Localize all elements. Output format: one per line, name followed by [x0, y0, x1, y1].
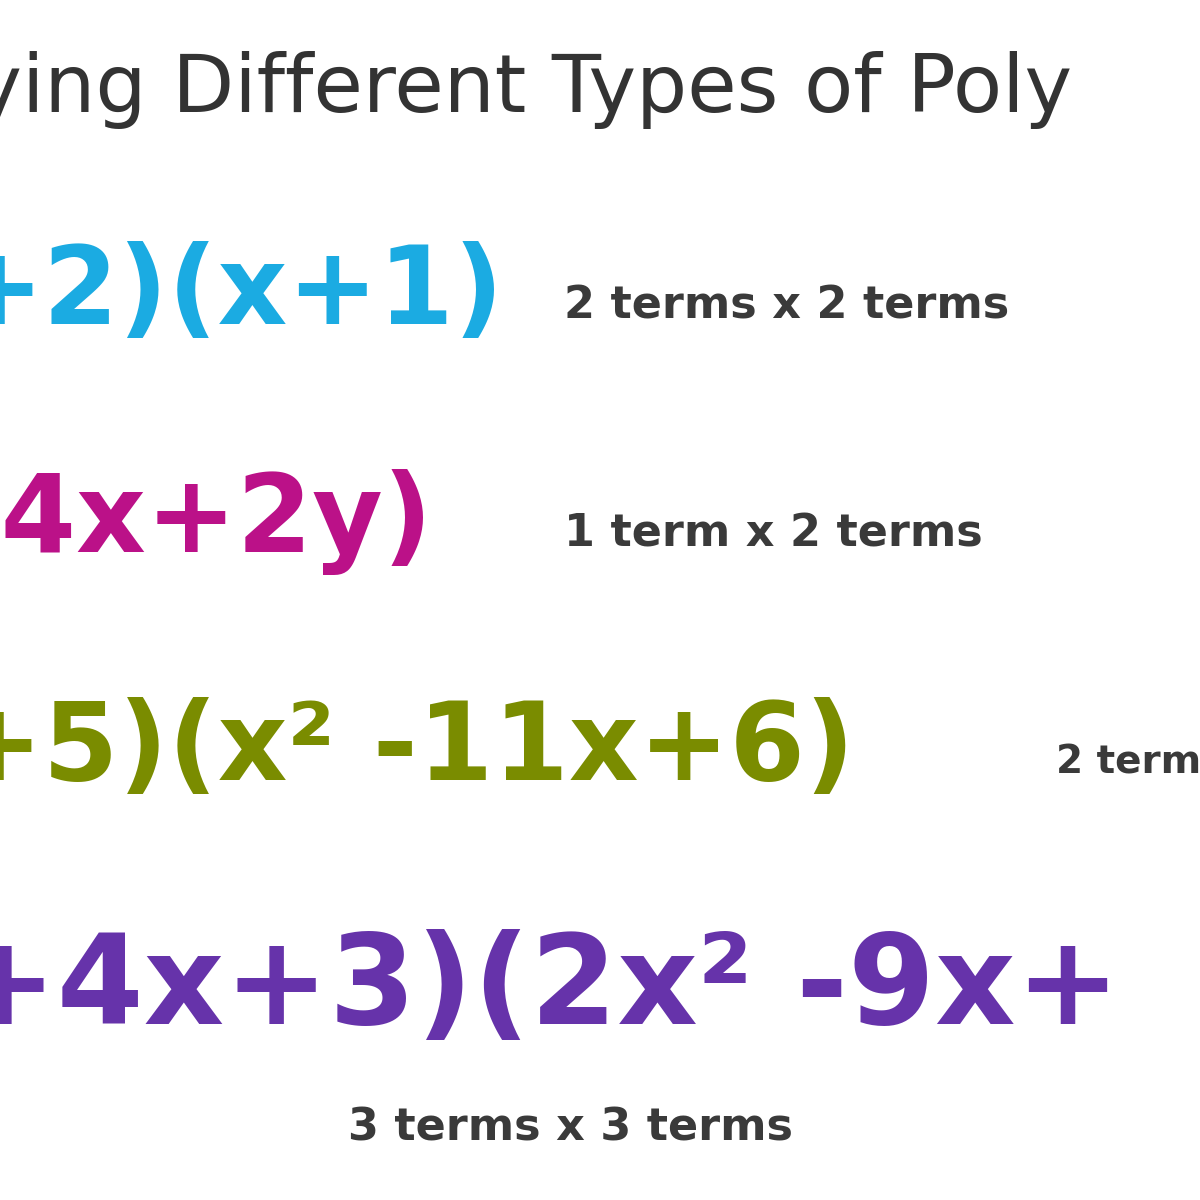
Text: +5)(x² -11x+6): +5)(x² -11x+6) — [0, 697, 854, 803]
Text: 1 term x 2 terms: 1 term x 2 terms — [564, 512, 983, 556]
Text: 2 term: 2 term — [1056, 743, 1200, 781]
Text: lying Different Types of Poly: lying Different Types of Poly — [0, 50, 1072, 128]
Text: +4x+3)(2x² -9x+: +4x+3)(2x² -9x+ — [0, 930, 1121, 1050]
Text: (4x+2y): (4x+2y) — [0, 469, 433, 575]
Text: 2 terms x 2 terms: 2 terms x 2 terms — [564, 284, 1009, 328]
Text: 3 terms x 3 terms: 3 terms x 3 terms — [348, 1106, 793, 1150]
Text: +2)(x+1): +2)(x+1) — [0, 241, 503, 347]
